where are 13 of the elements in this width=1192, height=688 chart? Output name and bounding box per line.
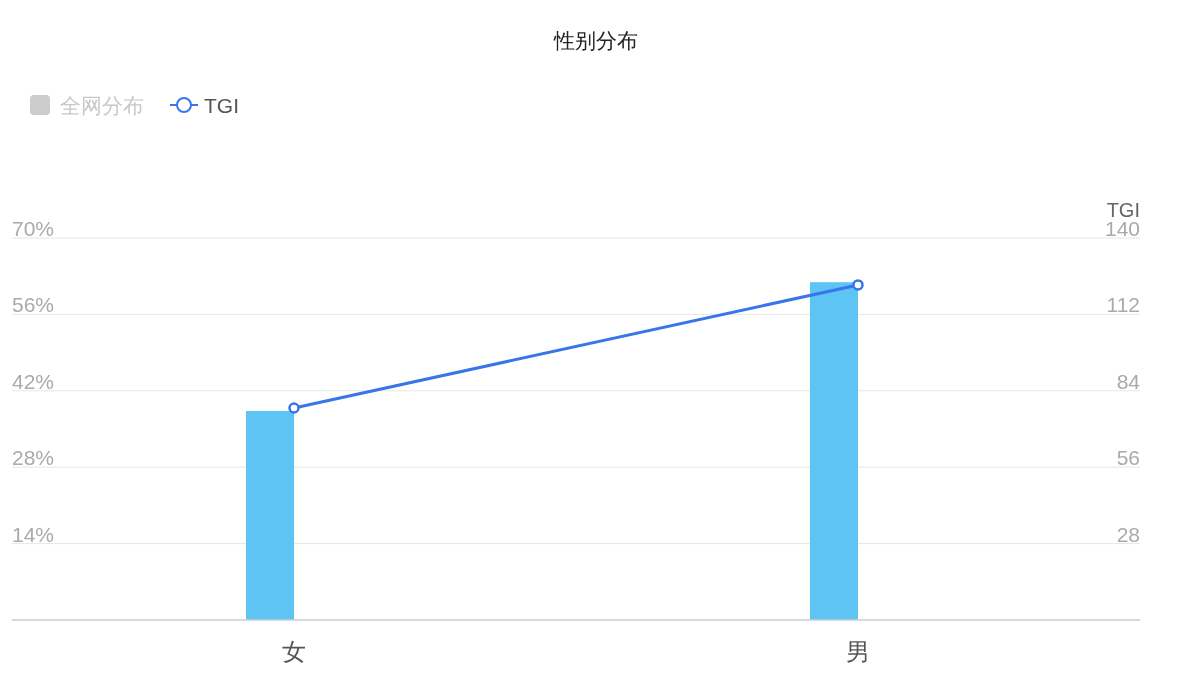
y2-tick-label: 112	[1106, 293, 1140, 317]
y2-tick-label: 28	[1116, 522, 1140, 546]
y-tick-label: 56%	[12, 293, 55, 317]
y2-tick-label: 56	[1116, 446, 1140, 470]
x-tick-label: 女	[282, 637, 306, 665]
y-tick-label: 14%	[12, 522, 55, 546]
y2-tick-label: 84	[1116, 369, 1141, 393]
y-tick-label: 70%	[12, 217, 55, 240]
chart-title: 性别分布	[553, 28, 638, 52]
legend-label: TGI	[204, 93, 239, 117]
y-tick-label: 42%	[12, 369, 55, 393]
x-tick-label: 男	[846, 637, 870, 665]
y-tick-label: 28%	[12, 446, 55, 470]
